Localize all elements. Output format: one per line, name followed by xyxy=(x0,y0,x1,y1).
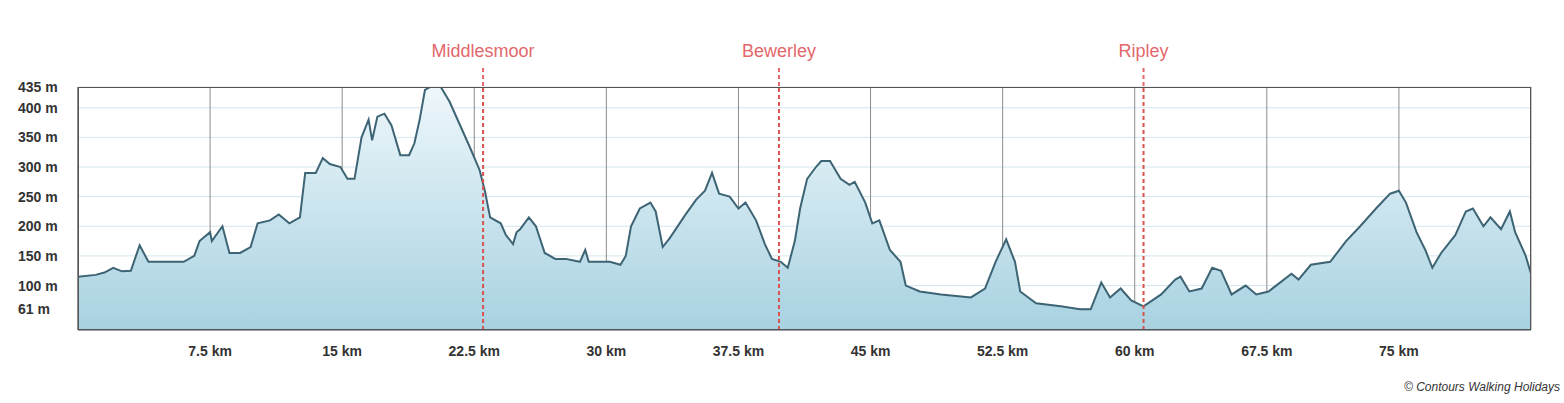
svg-text:15 km: 15 km xyxy=(322,343,362,359)
svg-text:150 m: 150 m xyxy=(18,248,58,264)
svg-text:7.5 km: 7.5 km xyxy=(188,343,232,359)
svg-text:60 km: 60 km xyxy=(1115,343,1155,359)
svg-text:435 m: 435 m xyxy=(18,79,58,95)
svg-text:30 km: 30 km xyxy=(587,343,627,359)
svg-text:22.5 km: 22.5 km xyxy=(449,343,500,359)
svg-text:Bewerley: Bewerley xyxy=(742,41,816,61)
svg-text:200 m: 200 m xyxy=(18,218,58,234)
svg-text:Middlesmoor: Middlesmoor xyxy=(432,41,535,61)
svg-text:61 m: 61 m xyxy=(18,301,50,317)
svg-text:300 m: 300 m xyxy=(18,159,58,175)
svg-text:45 km: 45 km xyxy=(851,343,891,359)
svg-text:350 m: 350 m xyxy=(18,129,58,145)
svg-text:250 m: 250 m xyxy=(18,189,58,205)
html-text:© Contours Walking Holidays: © Contours Walking Holidays xyxy=(1404,380,1560,394)
svg-text:37.5 km: 37.5 km xyxy=(713,343,764,359)
svg-text:400 m: 400 m xyxy=(18,100,58,116)
svg-text:100 m: 100 m xyxy=(18,278,58,294)
svg-text:67.5 km: 67.5 km xyxy=(1241,343,1292,359)
svg-text:52.5 km: 52.5 km xyxy=(977,343,1028,359)
svg-text:Ripley: Ripley xyxy=(1119,41,1169,61)
svg-text:75 km: 75 km xyxy=(1379,343,1419,359)
